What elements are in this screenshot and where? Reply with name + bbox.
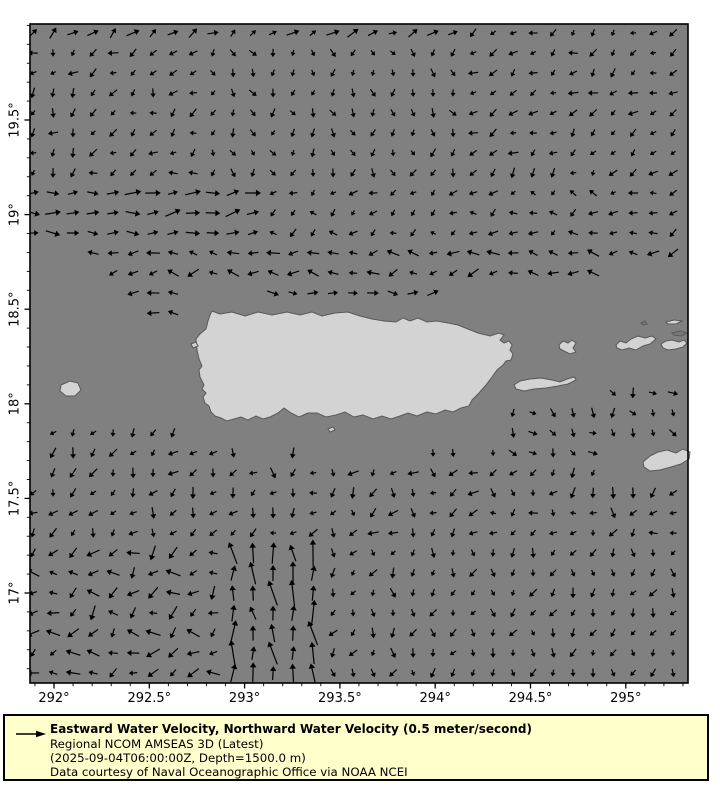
island-anegada bbox=[665, 319, 684, 325]
velocity-arrows bbox=[30, 27, 679, 683]
island-desecheo bbox=[190, 341, 199, 349]
y-tick-label: 17.5° bbox=[8, 481, 23, 516]
legend-time-depth: (2025-09-04T06:00:00Z, Depth=1500.0 m) bbox=[50, 750, 306, 765]
x-tick-label: 292.5° bbox=[127, 691, 171, 706]
island-mona bbox=[59, 380, 82, 397]
y-tick-label: 17° bbox=[8, 581, 23, 604]
x-tick-label: 293.5° bbox=[318, 691, 362, 706]
island-vieques bbox=[513, 376, 577, 392]
x-tick-label: 292° bbox=[38, 691, 69, 706]
x-tick-label: 295° bbox=[610, 691, 641, 706]
island-puerto-rico bbox=[195, 310, 514, 422]
legend-model: Regional NCOM AMSEAS 3D (Latest) bbox=[50, 736, 264, 751]
island-st-croix bbox=[642, 448, 691, 472]
legend-text: Eastward Water Velocity, Northward Water… bbox=[50, 722, 701, 779]
x-tick-label: 293° bbox=[229, 691, 260, 706]
y-tick-label: 18° bbox=[8, 392, 23, 415]
y-tick-label: 19° bbox=[8, 203, 23, 226]
island-st-john-tortola bbox=[660, 339, 688, 351]
velocity-scale-arrow-icon bbox=[16, 730, 46, 738]
x-tick-label: 294.5° bbox=[509, 691, 553, 706]
island-tortola-islets bbox=[671, 330, 689, 337]
legend-box: Eastward Water Velocity, Northward Water… bbox=[3, 714, 709, 781]
y-tick-label: 18.5° bbox=[8, 291, 23, 326]
island-culebra bbox=[558, 339, 577, 355]
islands-layer bbox=[59, 310, 691, 472]
legend-courtesy: Data courtesy of Naval Oceanographic Off… bbox=[50, 764, 408, 779]
island-anegada-speck bbox=[640, 320, 648, 326]
y-tick-label: 19.5° bbox=[8, 102, 23, 137]
island-st-thomas bbox=[615, 335, 657, 351]
legend-title: Eastward Water Velocity, Northward Water… bbox=[50, 722, 532, 736]
axis-ticks-and-labels: 292° 292.5° 293° 293.5° 294° 294.5° 295° 19.5° 1… bbox=[8, 24, 684, 706]
island-caja-de-muertos bbox=[327, 426, 336, 433]
velocity-map-plot: 292° 292.5° 293° 293.5° 294° 294.5° 295° 19.5° 1… bbox=[8, 23, 691, 706]
x-tick-label: 294° bbox=[420, 691, 451, 706]
